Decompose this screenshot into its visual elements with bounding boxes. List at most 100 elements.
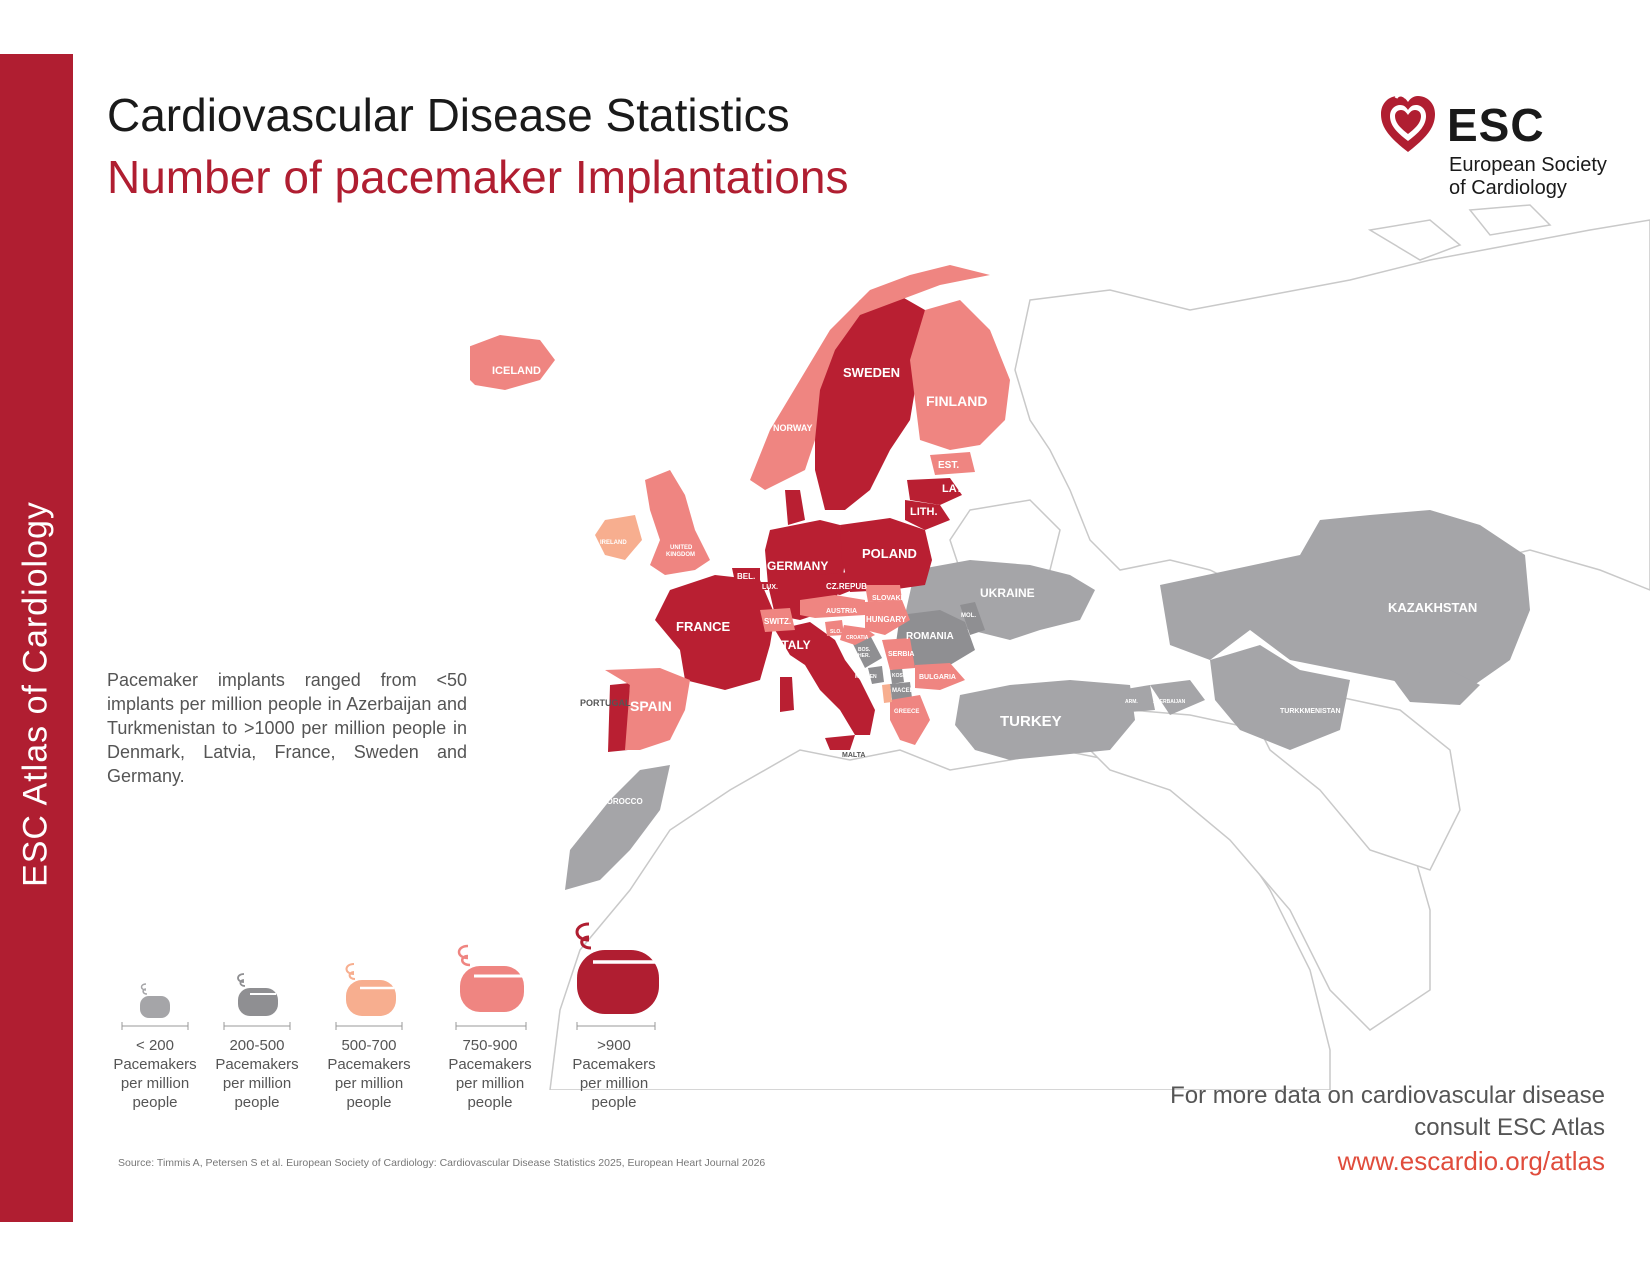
pacemaker-icon <box>455 944 527 1030</box>
sicily-region <box>825 735 855 750</box>
label-romania: ROMANIA <box>906 631 954 642</box>
finland-region <box>910 300 1010 450</box>
france-region <box>655 575 775 690</box>
legend-unit: people <box>591 1094 637 1111</box>
pacemaker-icon <box>223 973 291 1030</box>
albania-region <box>882 684 892 703</box>
label-bosnia-2: HER. <box>858 653 871 659</box>
kazakhstan-region <box>1160 510 1530 695</box>
legend-unit: Pacemakers <box>113 1056 197 1073</box>
sardinia-region <box>780 677 794 712</box>
label-azerbaijan: AZERBAIJAN <box>1153 699 1186 705</box>
serbia-region <box>882 638 915 670</box>
label-austria: AUSTRIA <box>826 608 857 615</box>
legend-range: 500-700 <box>341 1037 397 1054</box>
legend-unit: per million <box>579 1075 649 1092</box>
legend-label: < 200 Pacemakers per million people <box>100 1036 210 1112</box>
label-malta: MALTA <box>842 752 865 759</box>
label-portugal: PORTUGAL <box>580 698 631 708</box>
legend-unit: people <box>467 1094 513 1111</box>
label-italy: ITALY <box>778 638 811 652</box>
legend-unit: per million <box>222 1075 292 1092</box>
legend-range: >900 <box>597 1037 631 1054</box>
legend-label: 750-900 Pacemakers per million people <box>435 1036 545 1112</box>
source-citation: Source: Timmis A, Petersen S et al. Euro… <box>118 1157 766 1169</box>
norway-region <box>750 265 990 490</box>
iceland-region <box>470 335 555 390</box>
turkmenistan-region <box>1210 645 1350 750</box>
label-norway: NORWAY <box>773 423 813 433</box>
label-sweden: SWEDEN <box>843 365 900 380</box>
montenegro-region <box>868 666 884 684</box>
austria-region <box>800 595 865 618</box>
label-kazakhstan: KAZAKHSTAN <box>1388 600 1477 615</box>
macedonia-region <box>890 682 912 700</box>
label-belgium: BEL. <box>737 572 755 581</box>
label-turkmenistan: TURKKMENISTAN <box>1280 708 1341 715</box>
label-morocco: MOROCCO <box>600 797 643 806</box>
esc-logo: ESC European Society of Cardiology <box>1378 94 1628 204</box>
moldova-region <box>960 602 985 635</box>
denmark-region <box>785 490 805 525</box>
heart-icon <box>1381 94 1435 152</box>
label-latvia: LAT. <box>942 483 964 495</box>
romania-region <box>895 610 975 668</box>
sweden-region <box>815 290 925 510</box>
label-czech: CZ.REPUB <box>826 582 867 591</box>
label-uk-2: KINGDOM <box>666 552 695 558</box>
atlas-link[interactable]: www.escardio.org/atlas <box>1337 1146 1605 1176</box>
footer-text: For more data on cardiovascular disease … <box>1170 1080 1605 1144</box>
label-croatia: CROATIA <box>846 635 869 641</box>
label-kyrgyzstan: KYRGYZSTAN <box>1494 685 1535 691</box>
north-africa-outline <box>549 749 1331 1090</box>
legend-item-gt900: >900 Pacemakers per million people <box>554 920 674 1112</box>
slovenia-region <box>825 620 844 636</box>
label-uk-1: UNITED <box>670 545 693 551</box>
kosovo-region <box>890 668 904 684</box>
label-iceland: ICELAND <box>492 365 541 377</box>
pacemaker-icon <box>121 983 189 1030</box>
europe-map: ICELAND NORWAY SWEDEN FINLAND EST. LAT. … <box>470 204 1650 1090</box>
legend-unit: people <box>234 1094 280 1111</box>
latvia-region <box>907 478 962 505</box>
logo-name: ESC <box>1447 99 1545 151</box>
greece-region <box>890 695 930 745</box>
logo-line-2: of Cardiology <box>1449 177 1567 199</box>
footer-line-2: consult ESC Atlas <box>1414 1114 1605 1141</box>
sidebar-band: ESC Atlas of Cardiology <box>0 54 73 1222</box>
label-ireland: IRELAND <box>600 540 627 546</box>
legend-unit: per million <box>455 1075 525 1092</box>
label-moldova: MOL. <box>961 613 976 619</box>
legend-unit: Pacemakers <box>448 1056 532 1073</box>
page-subtitle: Number of pacemaker Implantations <box>107 151 849 203</box>
label-armenia: ARM. <box>1125 699 1138 705</box>
label-ukraine: UKRAINE <box>980 586 1035 600</box>
legend-unit: per million <box>120 1075 190 1092</box>
legend-unit: Pacemakers <box>327 1056 411 1073</box>
italy-region <box>775 622 875 735</box>
switzerland-region <box>760 608 795 632</box>
label-bulgaria: BULGARIA <box>919 674 956 681</box>
sidebar-label: ESC Atlas of Cardiology <box>16 501 55 887</box>
luxembourg-region <box>760 582 768 590</box>
map-countries <box>470 265 1530 890</box>
label-germany: GERMANY <box>767 559 828 573</box>
label-turkey: TURKEY <box>1000 713 1062 730</box>
label-finland: FINLAND <box>926 393 987 409</box>
estonia-region <box>930 452 975 475</box>
arctic-islands <box>1367 204 1552 261</box>
description-text: Pacemaker implants ranged from <50 impla… <box>107 670 467 786</box>
label-greece: GREECE <box>894 709 919 715</box>
slovakia-region <box>865 585 902 602</box>
uk-region <box>645 470 710 575</box>
bulgaria-region <box>915 663 965 690</box>
legend-unit: people <box>132 1094 178 1111</box>
label-estonia: EST. <box>938 460 959 471</box>
logo-line-1: European Society <box>1449 154 1607 176</box>
legend-label: >900 Pacemakers per million people <box>554 1036 674 1112</box>
country-labels: ICELAND NORWAY SWEDEN FINLAND EST. LAT. … <box>492 365 1535 806</box>
germany-region <box>765 520 845 620</box>
spain-region <box>605 668 690 750</box>
legend-label: 200-500 Pacemakers per million people <box>202 1036 312 1112</box>
label-poland: POLAND <box>862 546 917 561</box>
